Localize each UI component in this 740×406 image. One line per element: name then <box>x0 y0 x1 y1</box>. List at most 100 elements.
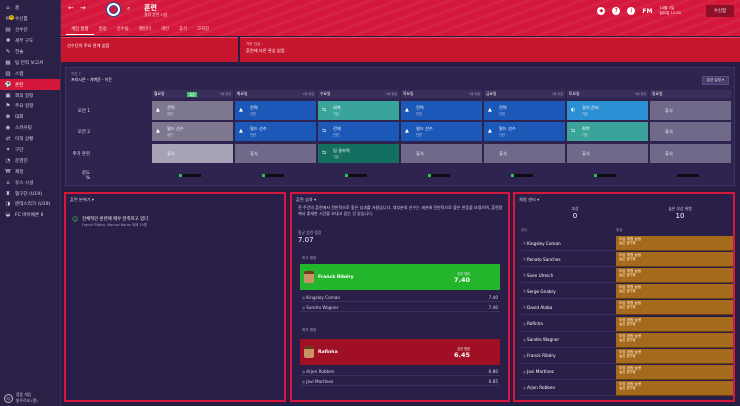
training-session-cell[interactable]: ⇆ 팀 결속력 기본 <box>318 144 399 163</box>
day-header[interactable]: 금요일 0명 불참 <box>484 90 565 98</box>
training-session-cell[interactable]: 휴식 <box>484 144 565 163</box>
sidebar-item[interactable]: ⚑ 주요 일정 <box>0 101 60 112</box>
training-session-cell[interactable]: 휴식 <box>152 144 233 163</box>
training-session-cell[interactable]: ▲ 필드 선수 단련 <box>401 122 482 141</box>
panel-title[interactable]: 체질 센터 ▾ <box>519 197 540 202</box>
sidebar-item[interactable]: ▣ 회의 일정 <box>0 90 60 101</box>
tab[interactable]: 개인 일정 <box>66 25 94 35</box>
training-session-cell[interactable]: 휴식 <box>401 144 482 163</box>
training-session-cell[interactable]: ▲ 전력 단련 <box>401 101 482 120</box>
player-name[interactable]: Arjen Robben <box>521 381 616 396</box>
list-item[interactable]: Javi Martínez 6.85 <box>300 377 500 386</box>
player-name[interactable]: Sven Ulreich <box>521 268 616 284</box>
list-item[interactable]: Arjen Robben 6.80 <box>300 367 500 376</box>
sidebar-item[interactable]: ₩ 재정 <box>0 166 60 177</box>
sidebar-item[interactable]: ▦ 팀 전력 보고서 <box>0 57 60 68</box>
training-session-cell[interactable]: 휴식 <box>650 122 731 141</box>
day-header[interactable]: 일요일 <box>650 90 731 98</box>
tab[interactable]: 개인 <box>160 27 169 32</box>
player-name[interactable]: David Alaba <box>521 300 616 316</box>
tab[interactable]: 선수들 <box>116 27 129 32</box>
player-name[interactable]: Franck Ribéry <box>521 349 616 364</box>
panel-title[interactable]: 훈련 성과 ▾ <box>296 197 317 202</box>
schedule-options-button[interactable]: 훈련 일정 ▾ <box>701 76 729 85</box>
training-session-cell[interactable]: 휴식 <box>650 101 731 120</box>
day-header[interactable]: 토요일 0명 불참 <box>567 90 648 98</box>
training-session-cell[interactable]: ▲ 전력 단련 <box>484 101 565 120</box>
continue-button[interactable]: 수신함 <box>705 5 734 17</box>
training-session-cell[interactable]: ⇆ 회복 기본 <box>567 122 648 141</box>
day-header[interactable]: 화요일 0명 불참 <box>235 90 316 98</box>
list-item[interactable]: Sandro Wagner 7.40 <box>300 303 500 312</box>
training-session-cell[interactable]: 휴식 <box>650 144 731 163</box>
sidebar-icon: ⚽ <box>4 81 12 88</box>
player-name[interactable]: Serge Gnabry <box>521 284 616 300</box>
sidebar-item[interactable]: ⇄ 이적 상황 <box>0 134 60 145</box>
game-date[interactable]: 10월 7일 일요일 12:00 <box>659 6 681 15</box>
training-session-cell[interactable]: ▲ 전력 단련 <box>235 101 316 120</box>
tab[interactable]: 휴식 <box>179 27 188 32</box>
help-icon[interactable]: ? <box>612 7 621 15</box>
tab[interactable]: 캘린더 <box>138 27 151 32</box>
training-session-cell[interactable]: 휴식 <box>567 144 648 163</box>
sidebar-item[interactable]: ⌂ 홈 <box>0 3 60 14</box>
sidebar-item[interactable]: ◒ FC 바이에른 II <box>0 210 60 221</box>
panel-title[interactable]: 훈련 분위기 ▾ <box>70 197 95 202</box>
player-name[interactable]: Renato Sanches <box>521 252 616 268</box>
shield-icon[interactable]: ◆ <box>597 7 606 15</box>
sidebar-item[interactable]: ♜ 협구단 (U19) <box>0 188 60 199</box>
day-header[interactable]: 수요일 0명 불참 <box>318 90 399 98</box>
training-session-cell[interactable]: ⇆ 회복 기본 <box>318 101 399 120</box>
sidebar-item[interactable]: ✦ 구단 <box>0 145 60 156</box>
session-name: 전력 <box>167 105 175 110</box>
tab[interactable]: 일정 <box>98 27 107 32</box>
back-arrow-icon[interactable]: ← <box>68 4 80 12</box>
day-header[interactable]: 목요일 0명 불참 <box>401 90 482 98</box>
search-icon[interactable]: ⌕ <box>127 5 131 12</box>
tab[interactable]: 코치진 <box>197 27 210 32</box>
sidebar-item[interactable]: ▥ 스탭 <box>0 68 60 79</box>
training-session-cell[interactable]: ⇆ 전체 단련 <box>318 122 399 141</box>
menu-icon[interactable]: ⋮ <box>627 7 636 15</box>
training-session-cell[interactable]: ▲ 필드 선수 단련 <box>484 122 565 141</box>
day-header[interactable]: 월요일 특훈 0명 불참 <box>152 90 233 98</box>
sidebar-item[interactable]: ⌂ 유스 시설 <box>0 177 60 188</box>
sidebar-item[interactable]: ◔ 운영진 <box>0 155 60 166</box>
sidebar-item[interactable]: ◑ 분데스리가 (U19) <box>0 199 60 210</box>
training-session-cell[interactable]: ▲ 전력 대안 <box>152 101 233 120</box>
sidebar-item[interactable]: ⚽ 훈련 <box>0 79 60 91</box>
player-name[interactable]: Rafinha <box>521 317 616 332</box>
player-name[interactable]: Javi Martínez <box>521 365 616 380</box>
training-session-cell[interactable]: ◐ 경기 준비 기본 <box>567 101 648 120</box>
club-badge-icon[interactable] <box>106 2 121 17</box>
training-session-cell[interactable]: ▲ 필드 선수 단련 <box>235 122 316 141</box>
player-name[interactable]: Sandro Wagner <box>521 333 616 348</box>
list-item[interactable]: Kingsley Coman 7.40 <box>300 293 500 302</box>
sidebar-item[interactable]: ✎ 전술 <box>0 47 60 58</box>
sidebar-item[interactable]: ♚ 대회 <box>0 112 60 123</box>
fm-logo[interactable]: FM <box>642 7 653 15</box>
sidebar-icon: ▣ <box>5 92 11 99</box>
sidebar-footer[interactable]: ☺ 정품 게임 발주르코 (랜) <box>0 390 60 406</box>
sidebar-item[interactable]: ✱ 세부 구도 <box>0 36 60 47</box>
forward-arrow-icon[interactable]: → <box>79 4 92 12</box>
training-session-cell[interactable]: 휴식 <box>235 144 316 163</box>
worst-player-card[interactable]: Rafinha 훈련 평점 6.45 <box>300 339 500 365</box>
sidebar-item[interactable]: ◉ 스카우팅 <box>0 123 60 134</box>
sidebar-item[interactable]: ✉ 수신함 8 <box>0 14 60 25</box>
nav-arrows[interactable]: ←→ <box>68 4 92 12</box>
best-player-card[interactable]: Franck Ribéry 훈련 평점 7.40 <box>300 264 500 290</box>
training-session-cell[interactable]: ▲ 필드 선수 대안 <box>152 122 233 141</box>
player-name[interactable]: Kingsley Coman <box>521 236 616 251</box>
sidebar-item[interactable]: ▤ 선수단 <box>0 25 60 36</box>
